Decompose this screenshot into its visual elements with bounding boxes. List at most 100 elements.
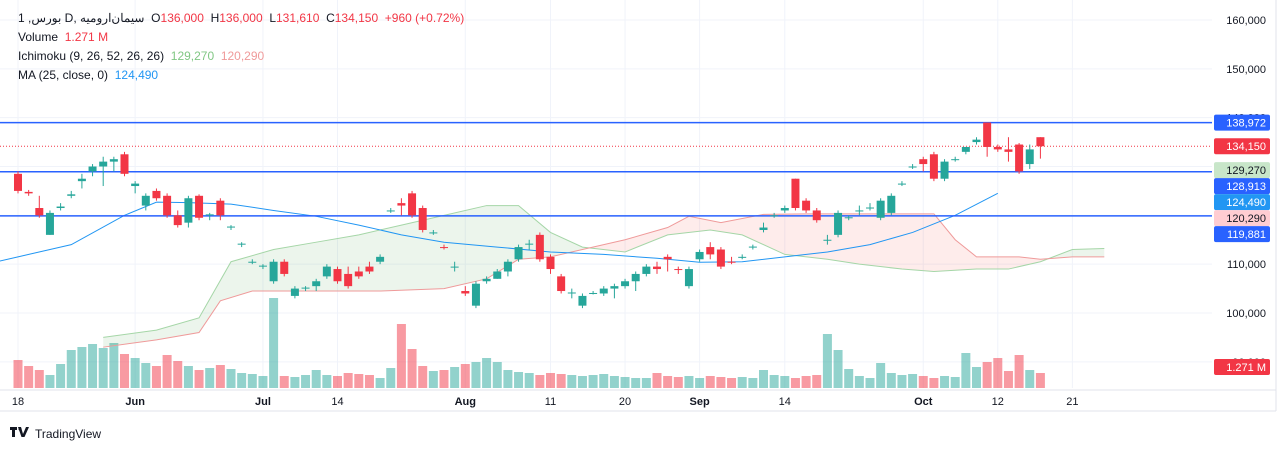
grid bbox=[0, 0, 1212, 388]
volume-bar bbox=[333, 376, 342, 388]
price-label-box bbox=[1214, 178, 1270, 195]
volume-bar bbox=[492, 362, 502, 388]
low-value: 131,610 bbox=[276, 11, 320, 25]
volume-bar bbox=[567, 375, 577, 388]
candle-body bbox=[557, 276, 566, 292]
volume-bar bbox=[450, 367, 460, 388]
volume-bar bbox=[514, 372, 524, 388]
volume-bar bbox=[205, 368, 215, 388]
candle-body bbox=[35, 208, 44, 216]
volume-bar bbox=[120, 354, 129, 388]
candle-body bbox=[418, 208, 427, 230]
volume-bar bbox=[1025, 370, 1035, 388]
volume-bar bbox=[396, 324, 406, 388]
change-value: +960 (+0.72%) bbox=[384, 11, 465, 25]
volume-bars bbox=[13, 298, 1045, 388]
time-tick-label: Jul bbox=[255, 396, 271, 408]
volume-bar bbox=[865, 378, 875, 388]
price-label-text: 134,150 bbox=[1226, 141, 1266, 153]
candle-body bbox=[365, 266, 374, 272]
candle-body bbox=[14, 173, 22, 191]
candle-body bbox=[386, 210, 395, 212]
volume-bar bbox=[577, 376, 587, 388]
volume-bar bbox=[1035, 373, 1045, 388]
candle-body bbox=[131, 183, 140, 187]
close-label: C bbox=[326, 11, 335, 25]
candle-body bbox=[674, 269, 683, 271]
price-label-box bbox=[1214, 114, 1270, 131]
price-label-box bbox=[1214, 138, 1270, 155]
price-label-text: 129,270 bbox=[1226, 165, 1266, 177]
ma-value: 124,490 bbox=[114, 68, 159, 82]
time-tick-label: Jun bbox=[125, 396, 145, 408]
volume-bar bbox=[301, 375, 311, 388]
candle-body bbox=[716, 249, 725, 267]
candle-body bbox=[983, 122, 992, 147]
candle-body bbox=[1036, 137, 1045, 147]
volume-bar bbox=[130, 358, 140, 388]
volume-bar bbox=[822, 334, 832, 388]
volume-bar bbox=[364, 375, 374, 388]
brand-footer[interactable]: TradingView bbox=[10, 426, 101, 441]
candle-body bbox=[280, 261, 289, 274]
candle-body bbox=[738, 256, 747, 258]
legend-ichimoku-row[interactable]: Ichimoku (9, 26, 52, 26, 26) 129,270 120… bbox=[18, 47, 464, 66]
volume-bar bbox=[311, 370, 321, 388]
candle-body bbox=[248, 261, 257, 263]
candle-body bbox=[482, 278, 491, 282]
volume-bar bbox=[620, 377, 630, 388]
volume-bar bbox=[972, 367, 981, 388]
candle-body bbox=[77, 178, 86, 182]
legend-volume-row[interactable]: Volume 1.271 M bbox=[18, 28, 464, 47]
candle-body bbox=[290, 288, 299, 296]
volume-bar bbox=[269, 298, 279, 388]
volume-bar bbox=[780, 376, 790, 388]
volume-bar bbox=[215, 365, 225, 388]
volume-bar bbox=[194, 370, 204, 388]
candle-body bbox=[1004, 149, 1013, 152]
volume-bar bbox=[24, 366, 34, 388]
legend-ma-row[interactable]: MA (25, close, 0) 124,490 bbox=[18, 66, 464, 85]
price-label-box bbox=[1214, 162, 1270, 179]
volume-bar bbox=[460, 364, 470, 388]
volume-bar bbox=[1003, 371, 1013, 388]
candle-body bbox=[770, 215, 779, 217]
price-tick-label: 110,000 bbox=[1227, 259, 1266, 271]
time-tick-label: 14 bbox=[779, 396, 791, 408]
volume-bar bbox=[695, 378, 705, 388]
volume-bar bbox=[66, 350, 76, 388]
price-label-box bbox=[1214, 210, 1270, 227]
volume-bar bbox=[844, 369, 854, 388]
candle-body bbox=[855, 210, 864, 212]
candle-body bbox=[546, 256, 555, 270]
candle-body bbox=[1015, 144, 1024, 172]
volume-value: 1.271 M bbox=[64, 30, 109, 44]
volume-bar bbox=[418, 366, 428, 388]
time-tick-label: 11 bbox=[545, 396, 556, 408]
candle-body bbox=[216, 200, 225, 216]
candle-body bbox=[152, 190, 161, 199]
candle-body bbox=[684, 269, 693, 287]
volume-bar bbox=[439, 370, 449, 388]
candles[interactable] bbox=[14, 122, 1045, 309]
candle-body bbox=[56, 206, 65, 209]
ichimoku-span-b-value: 120,290 bbox=[220, 49, 265, 63]
candle-body bbox=[333, 269, 342, 282]
symbol-name[interactable]: 1 ,بورس D, سیمان‌ارومیه bbox=[18, 11, 145, 25]
candle-body bbox=[450, 266, 459, 268]
high-value: 136,000 bbox=[219, 11, 263, 25]
time-axis[interactable]: 18 Jun Jul 14 Aug 11 20 Sep 14 Oct 12 21 bbox=[0, 389, 1276, 412]
volume-bar bbox=[663, 376, 673, 388]
legend-ohlc-row: 1 ,بورس D, سیمان‌ارومیه O136,000 H136,00… bbox=[18, 9, 464, 28]
candle-body bbox=[525, 243, 534, 245]
candle-body bbox=[535, 234, 544, 260]
volume-bar bbox=[546, 373, 555, 388]
volume-bar bbox=[162, 355, 172, 388]
volume-bar bbox=[471, 362, 481, 388]
time-tick-label: Oct bbox=[914, 396, 933, 408]
kumo-fill bbox=[1048, 248, 1105, 259]
candle-body bbox=[301, 287, 310, 289]
price-tick-label: 150,000 bbox=[1226, 64, 1266, 76]
volume-bar bbox=[982, 362, 992, 388]
